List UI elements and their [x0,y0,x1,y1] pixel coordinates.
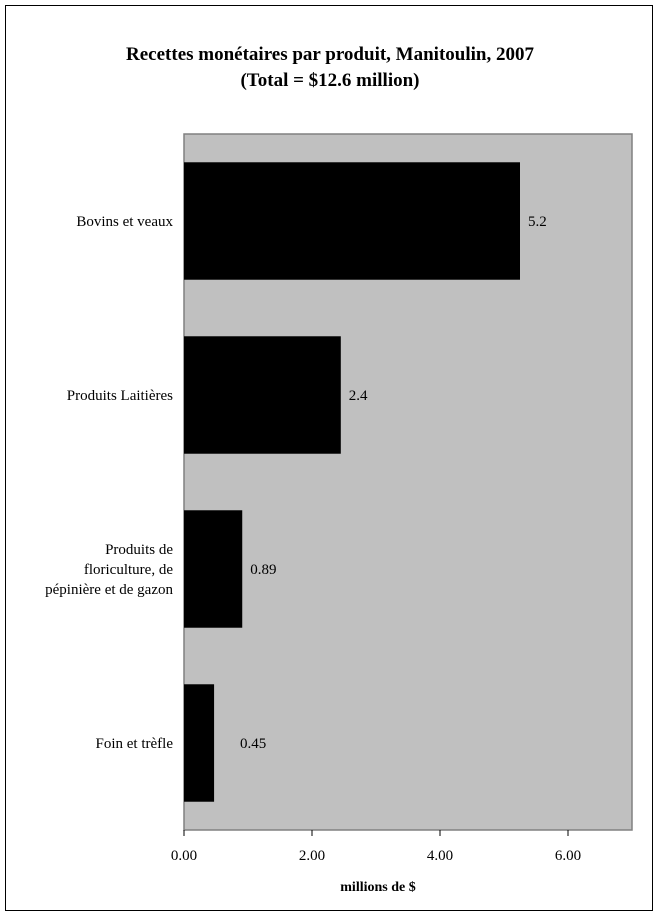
bar [184,510,243,628]
chart-title: Recettes monétaires par produit, Manitou… [126,44,534,65]
x-tick-label: 4.00 [427,848,453,864]
bar [184,684,215,802]
data-label: 2.4 [349,388,368,404]
x-tick-label: 0.00 [171,848,197,864]
category-label: Produits Laitières [67,388,173,404]
bar [184,336,341,454]
data-label: 0.45 [240,736,266,752]
chart-subtitle: (Total = $12.6 million) [240,70,420,91]
bar [184,162,520,280]
category-label: Produits de floriculture, de pépinière et … [45,542,173,598]
x-tick-label: 2.00 [299,848,325,864]
x-axis-label: millions de $ [340,880,415,895]
data-label: 0.89 [250,562,276,578]
data-label: 5.2 [528,214,547,230]
x-tick-label: 6.00 [555,848,581,864]
category-label: Foin et trèfle [96,736,174,752]
category-label: Bovins et veaux [76,214,173,230]
